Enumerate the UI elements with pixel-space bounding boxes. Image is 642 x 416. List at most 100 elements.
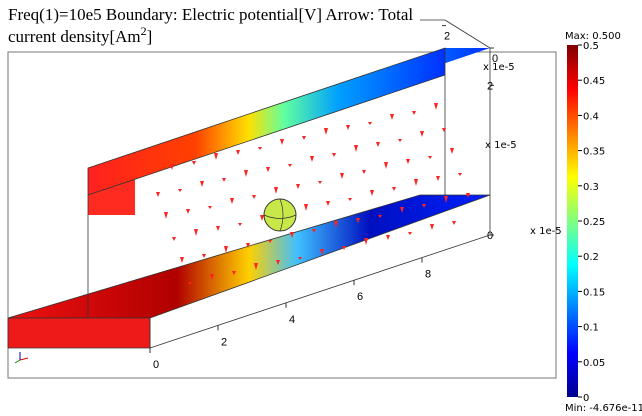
arrow — [208, 206, 212, 209]
arrow — [422, 204, 426, 208]
arrow — [178, 189, 182, 192]
arrow — [412, 111, 416, 115]
colorbar-tick-label: 0.05 — [583, 358, 605, 369]
arrow — [398, 139, 402, 142]
arrow — [296, 184, 300, 189]
axis-scale-label: x 1e-5 — [485, 140, 517, 151]
arrow — [420, 131, 424, 137]
arrow — [252, 195, 256, 199]
x-tick-label: 8 — [425, 269, 431, 281]
arrow — [434, 103, 438, 110]
arrow — [450, 148, 454, 154]
arrow — [390, 114, 394, 120]
arrow — [466, 193, 470, 198]
arrow — [186, 209, 190, 214]
axis-scale-label: x 1e-5 — [530, 226, 562, 237]
title-superscript: 2 — [141, 24, 147, 38]
arrow — [302, 136, 306, 140]
arrow — [222, 178, 226, 182]
x-tick-label: 0 — [153, 359, 159, 371]
colorbar-min: Min: -4.676e-11 — [565, 403, 642, 414]
arrow — [192, 161, 196, 165]
arrow — [290, 232, 294, 238]
arrow — [400, 207, 404, 213]
arrow — [408, 232, 412, 235]
arrows — [148, 103, 470, 285]
arrow — [156, 192, 160, 197]
arrow — [318, 181, 322, 184]
x-tick-label: 4 — [289, 314, 295, 326]
title-line1: Freq(1)=10e5 Boundary: Electric potentia… — [8, 5, 413, 24]
arrow — [356, 218, 360, 223]
sphere — [263, 198, 297, 232]
arrow — [194, 229, 198, 236]
arrow — [266, 167, 270, 172]
arrow — [246, 243, 250, 248]
plot-frame — [7, 51, 557, 379]
colorbar-tick-label: 0.15 — [583, 287, 605, 298]
axis-scale-label: x 1e-5 — [483, 62, 515, 73]
arrow — [326, 201, 330, 206]
colorbar-tick-label: 0.2 — [583, 252, 599, 263]
arrow — [268, 240, 272, 243]
title-end: ] — [147, 27, 153, 46]
arrow — [230, 198, 234, 204]
x-tick-label: 6 — [357, 291, 363, 303]
arrow — [310, 156, 314, 162]
arrow — [236, 150, 240, 155]
arrow — [232, 271, 236, 275]
arrow — [148, 172, 152, 175]
arrow — [180, 257, 184, 263]
arrow — [334, 221, 338, 228]
arrow — [320, 249, 324, 255]
arrow — [216, 226, 220, 231]
arrow — [458, 173, 462, 176]
arrow — [202, 254, 206, 258]
arrow — [200, 181, 204, 187]
arrow — [172, 237, 176, 241]
arrow — [342, 246, 346, 250]
x-tick-label: 2 — [221, 336, 227, 348]
colorbar-tick-label: 0.25 — [583, 217, 605, 228]
arrow — [452, 221, 456, 225]
arrow — [312, 229, 316, 233]
arrow — [260, 215, 264, 221]
arrow — [406, 159, 410, 164]
arrow — [436, 176, 440, 181]
arrow — [376, 142, 380, 147]
arrow — [298, 257, 302, 260]
arrow — [332, 153, 336, 157]
colorbar-max: Max: 0.500 — [565, 31, 621, 42]
arrow — [274, 187, 278, 194]
arrow — [188, 282, 192, 285]
z-tick-label: 0 — [487, 230, 493, 242]
z-tick-label: 2 — [487, 80, 493, 92]
arrow — [428, 156, 432, 159]
axis-triad — [14, 352, 29, 364]
arrow — [414, 179, 418, 186]
y-tick-label: 0 — [492, 53, 498, 65]
colorbar-tick-label: 0.1 — [583, 323, 599, 334]
y-tick-label: 2 — [444, 31, 450, 43]
arrow — [170, 164, 174, 170]
arrow — [238, 223, 242, 226]
colorbar-tick-label: 0.35 — [583, 147, 605, 158]
sphere-lines — [263, 198, 297, 232]
arrow — [364, 238, 368, 245]
arrow — [392, 187, 396, 191]
arrow — [280, 139, 284, 145]
chart-title: Freq(1)=10e5 Boundary: Electric potentia… — [8, 5, 413, 24]
arrow — [430, 224, 434, 230]
arrow — [340, 173, 344, 179]
arrow — [346, 125, 350, 130]
arrow — [442, 128, 446, 132]
colorbar-tick-label: 0.5 — [583, 41, 599, 52]
arrow — [258, 147, 262, 150]
arrow — [304, 204, 308, 211]
arrow — [214, 153, 218, 160]
arrow — [224, 246, 228, 253]
colorbar-tick-label: 0.3 — [583, 182, 599, 193]
colorbar-tick-label: 0 — [583, 393, 589, 404]
geometry — [7, 19, 491, 349]
